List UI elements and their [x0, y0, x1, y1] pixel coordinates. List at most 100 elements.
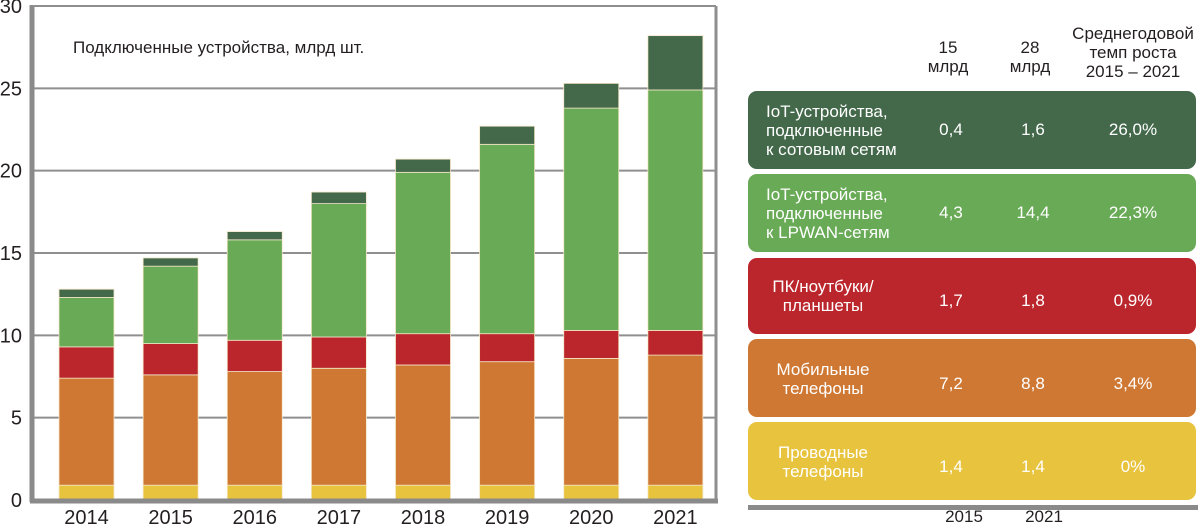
- value-2015: 1,7: [939, 291, 963, 310]
- bar-segment-2021-2: [647, 329, 704, 356]
- bar-segment-2014-4: [58, 288, 115, 298]
- value-2021: 1,4: [1021, 457, 1045, 476]
- header-2021-unit: млрд: [1009, 57, 1051, 76]
- value-2021: 1,8: [1021, 291, 1045, 310]
- bar-segment-2014-1: [58, 377, 115, 486]
- bar-segment-2014-3: [58, 297, 115, 348]
- x-tick-label: 2021: [653, 507, 698, 525]
- bar-segment-2015-4: [142, 257, 199, 267]
- bar-segment-2019-3: [479, 143, 536, 335]
- row-label: ПК/ноутбуки/планшеты: [772, 277, 874, 315]
- bar-segment-2016-1: [226, 371, 283, 486]
- table-row-iot-lpwan: IoT-устройства, подключенные к LPWAN-сетям…: [748, 174, 1196, 252]
- footer-2021: 2021: [1025, 507, 1063, 526]
- bar-segment-2016-3: [226, 239, 283, 341]
- bar-segment-2019-2: [479, 333, 536, 363]
- value-cagr: 3,4%: [1113, 374, 1153, 393]
- bar-segment-2017-4: [310, 191, 367, 205]
- value-2021: 14,4: [1016, 203, 1050, 222]
- header-cagr-line2: темп роста: [1089, 43, 1177, 62]
- row-label: IoT-устройства, подключенные к LPWAN-сетям: [766, 185, 890, 242]
- value-2015: 0,4: [939, 120, 963, 139]
- summary-table: 15 млрд 28 млрд Среднегодовой темп роста…: [748, 0, 1196, 525]
- value-2015: 1,4: [939, 457, 963, 476]
- y-tick-label: 30: [0, 0, 22, 18]
- header-cagr-line3: 2015 – 2021: [1085, 62, 1181, 81]
- bar-segment-2021-1: [647, 354, 704, 486]
- y-tick-label: 5: [11, 408, 22, 430]
- table-row-iot-cellular: IoT-устройства, подключенные к сотовым сет…: [748, 91, 1196, 169]
- y-tick-label: 15: [0, 243, 22, 265]
- header-2021: 28 млрд: [990, 38, 1070, 76]
- x-tick-label: 2015: [148, 507, 193, 525]
- bar-segment-2018-3: [395, 171, 451, 335]
- bar-segment-2015-0: [142, 484, 199, 501]
- bar-segment-2020-2: [563, 329, 620, 359]
- bar-segment-2017-1: [310, 367, 367, 486]
- stacked-bar-chart: 0 5 10 15 20 25 30 2014 2015 2016 2017 2018 2019 202…: [0, 0, 718, 525]
- bar-segment-2020-0: [563, 484, 620, 501]
- bar-segment-2018-4: [395, 158, 451, 173]
- chart-title: Подключенные устройства, млрд шт.: [73, 38, 364, 57]
- bar-segment-2017-0: [310, 484, 367, 501]
- header-2015-value: 15: [938, 38, 958, 57]
- bar-segment-2018-1: [395, 364, 451, 486]
- row-label: IoT-устройства, подключенные к сотовым сет…: [766, 102, 897, 159]
- axes: [29, 5, 718, 504]
- table-baseline: [748, 505, 1198, 510]
- y-tick-label: 10: [0, 325, 22, 347]
- row-label: Мобильные телефоны: [776, 360, 870, 398]
- y-tick-label: 0: [11, 490, 22, 512]
- header-cagr-line1: Среднегодовой: [1072, 24, 1194, 43]
- header-2015-unit: млрд: [927, 57, 969, 76]
- table-row-landline: Проводные телефоны 1,4 1,4 0%: [748, 422, 1196, 500]
- x-tick-label: 2020: [569, 507, 614, 525]
- value-cagr: 0,9%: [1113, 291, 1153, 310]
- bar-segment-2017-2: [310, 336, 367, 369]
- value-2021: 8,8: [1021, 374, 1045, 393]
- y-tick-label: 25: [0, 78, 22, 100]
- value-2015: 7,2: [939, 374, 963, 393]
- bar-segment-2018-0: [395, 484, 451, 501]
- table-row-mobile: Мобильные телефоны 7,2 8,8 3,4%: [748, 339, 1196, 417]
- bar-segment-2018-2: [395, 333, 451, 366]
- bar-segment-2021-0: [647, 484, 704, 501]
- bar-segment-2017-3: [310, 203, 367, 338]
- bar-segment-2015-1: [142, 374, 199, 486]
- x-tick-label: 2014: [64, 507, 109, 525]
- y-tick-label: 20: [0, 161, 22, 183]
- bar-segment-2020-4: [563, 82, 620, 109]
- footer-2015: 2015: [945, 507, 983, 526]
- bar-segment-2014-0: [58, 484, 115, 501]
- value-2021: 1,6: [1021, 120, 1045, 139]
- header-cagr: Среднегодовой темп роста 2015 – 2021: [1058, 24, 1200, 81]
- value-cagr: 22,3%: [1108, 203, 1158, 222]
- y-tick-labels: 0 5 10 15 20 25 30: [0, 0, 22, 512]
- bar-segment-2015-3: [142, 265, 199, 344]
- x-tick-label: 2018: [401, 507, 446, 525]
- table-row-pc: ПК/ноутбуки/планшеты 1,7 1,8 0,9%: [748, 258, 1196, 334]
- x-tick-label: 2017: [317, 507, 362, 525]
- x-tick-labels: 2014 2015 2016 2017 2018 2019 2020 2021: [64, 507, 697, 525]
- bar-segment-2019-0: [479, 484, 536, 501]
- bar-segment-2014-2: [58, 346, 115, 379]
- bar-segment-2021-4: [647, 35, 704, 91]
- bar-segment-2016-0: [226, 484, 283, 501]
- bar-segment-2016-4: [226, 231, 283, 241]
- bar-segment-2019-1: [479, 361, 536, 486]
- bars: [58, 35, 704, 501]
- bar-segment-2015-2: [142, 343, 199, 376]
- header-2015: 15 млрд: [908, 38, 988, 76]
- row-label: Проводные телефоны: [777, 443, 869, 481]
- bar-segment-2020-1: [563, 357, 620, 486]
- header-2021-value: 28: [1020, 38, 1040, 57]
- x-tick-label: 2016: [233, 507, 278, 525]
- value-cagr: 0%: [1120, 457, 1146, 476]
- bar-segment-2020-3: [563, 107, 620, 331]
- bar-segment-2016-2: [226, 339, 283, 372]
- bar-segment-2019-4: [479, 125, 536, 145]
- value-2015: 4,3: [939, 203, 963, 222]
- x-tick-label: 2019: [485, 507, 530, 525]
- value-cagr: 26,0%: [1108, 120, 1158, 139]
- bar-segment-2021-3: [647, 89, 704, 331]
